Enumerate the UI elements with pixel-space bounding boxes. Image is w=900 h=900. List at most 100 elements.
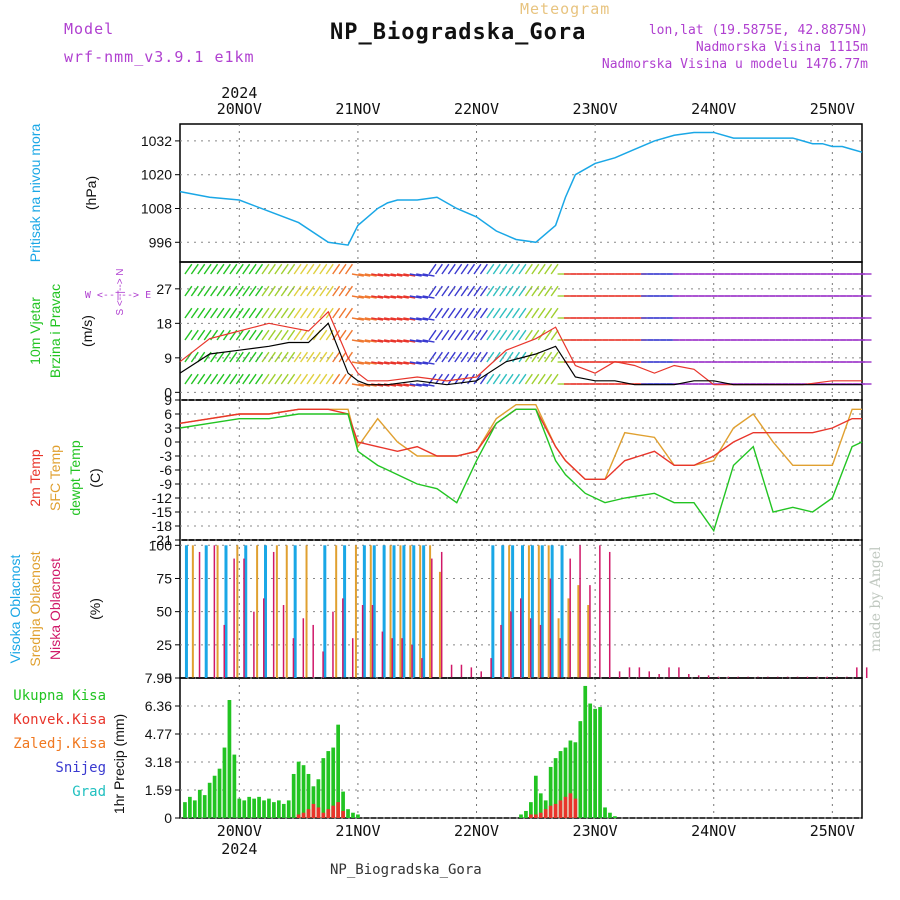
- wind-barb: [460, 329, 469, 341]
- cloud-bar: [537, 545, 540, 678]
- cloud-bar: [282, 605, 285, 678]
- wind-barb: [486, 373, 495, 385]
- temp-tick-label: 9: [164, 392, 172, 408]
- pressure-line: [179, 131, 863, 246]
- wind-barb: [499, 263, 508, 275]
- precip-total-bar: [242, 800, 247, 818]
- wind-barb: [332, 373, 341, 385]
- wind-barb: [473, 263, 482, 275]
- cloud-bar: [547, 545, 550, 678]
- precip-conv-bar: [301, 812, 306, 818]
- wind-barb: [235, 373, 244, 385]
- cloud-tick-label: 25: [156, 637, 172, 653]
- wind-barb: [499, 285, 508, 297]
- precip-total-bar: [341, 791, 345, 818]
- wind-barb: [390, 339, 403, 343]
- precip-conv-bar: [306, 809, 311, 818]
- wind-barb: [267, 329, 276, 341]
- temp-tick-label: -15: [152, 504, 172, 520]
- wind-barb: [306, 329, 315, 341]
- wind-barb: [403, 383, 416, 387]
- cloud-bar: [618, 671, 621, 678]
- wind-barb: [428, 307, 437, 319]
- wind-barb: [364, 317, 377, 321]
- temp-tick-label: -6: [160, 462, 173, 478]
- precip-conv-bar: [341, 810, 345, 818]
- cloud-bar: [846, 676, 848, 678]
- wind-barb: [280, 307, 289, 319]
- precip-conv-bar: [548, 805, 553, 818]
- precip-tick-label: 7.95: [145, 670, 172, 686]
- temp-ylabel-sfc: SFC Temp: [47, 445, 63, 511]
- cloud-bar: [285, 545, 288, 678]
- wind-barb: [454, 307, 463, 319]
- wind-barb: [222, 351, 231, 363]
- wind-barb: [306, 263, 315, 275]
- wind-barb: [454, 263, 463, 275]
- wind-barb: [255, 263, 264, 275]
- cloud-bar: [608, 551, 611, 678]
- precip-total-bar: [524, 810, 528, 818]
- wind-barb: [306, 307, 315, 319]
- precip-total-bar: [583, 685, 588, 818]
- wind-barb: [203, 285, 212, 297]
- wind-barb: [197, 373, 206, 385]
- precip-legend-item: Ukupna Kisa: [13, 688, 106, 704]
- wind-barb: [293, 373, 302, 385]
- cloud-bar: [411, 644, 413, 678]
- wind-barb: [325, 307, 334, 319]
- wind-barb: [441, 263, 450, 275]
- wind-barb: [242, 285, 251, 297]
- panel-frame: [179, 123, 863, 263]
- wind-barb: [358, 339, 371, 343]
- cloud-bar: [198, 551, 201, 678]
- wind-barb: [261, 285, 270, 297]
- cloud-bar: [589, 585, 591, 678]
- wind-barb: [248, 373, 257, 385]
- wind-barb: [499, 373, 508, 385]
- wind-barb: [422, 339, 435, 343]
- precip-conv-bar: [529, 814, 533, 818]
- cloud-bar: [421, 658, 423, 678]
- wind-barb: [319, 351, 328, 363]
- wind-barb: [441, 329, 450, 341]
- wind-ylabel-1: 10m Vjetar: [27, 297, 43, 365]
- precip-total-bar: [346, 809, 350, 818]
- wind-barb: [518, 307, 527, 319]
- wind-direction-legend: W <--|--> E: [85, 290, 151, 301]
- cloud-ylabel-high: Visoka Oblacnost: [7, 555, 23, 664]
- cloud-bar: [796, 676, 799, 678]
- wind-barb: [358, 295, 371, 299]
- wind-barb: [524, 351, 533, 363]
- wind-barb: [190, 351, 199, 363]
- wind-barb: [544, 351, 553, 363]
- cloud-bar: [351, 638, 354, 678]
- wind-barb: [216, 307, 225, 319]
- wind-barb: [524, 285, 533, 297]
- wind-barb: [274, 285, 283, 297]
- cloud-unit: (%): [87, 598, 103, 620]
- cloud-bar: [628, 667, 631, 678]
- wind-barb: [300, 373, 309, 385]
- wind-barb: [512, 373, 521, 385]
- day-label-top: 22NOV: [454, 100, 499, 118]
- precip-total-bar: [296, 761, 301, 818]
- wind-barb: [422, 383, 435, 387]
- cloud-bar: [256, 545, 259, 678]
- wind-barb: [512, 307, 521, 319]
- precip-total-bar: [257, 796, 261, 818]
- model-label: Model: [64, 20, 115, 38]
- pressure-tick-label: 1020: [141, 167, 172, 183]
- precip-conv-bar: [533, 814, 538, 818]
- cloud-bar: [275, 545, 278, 678]
- wind-barb: [447, 263, 456, 275]
- wind-barb: [518, 263, 527, 275]
- wind-barb: [537, 373, 546, 385]
- day-label-top: 25NOV: [810, 100, 855, 118]
- precip-total-bar: [603, 807, 607, 818]
- wind-barb: [261, 329, 270, 341]
- temp-tick-label: -3: [160, 448, 173, 464]
- precip-total-bar: [247, 796, 252, 818]
- wind-barb: [319, 285, 328, 297]
- wind-barb: [242, 263, 251, 275]
